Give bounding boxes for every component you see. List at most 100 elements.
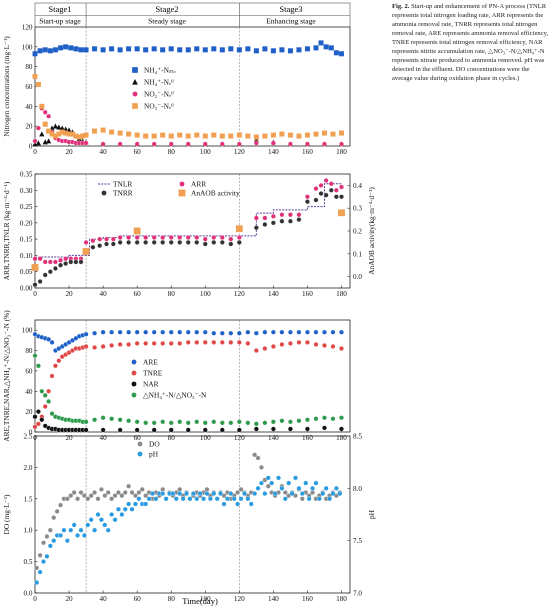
data-point — [236, 427, 242, 433]
data-point — [270, 213, 276, 219]
data-point — [253, 215, 259, 221]
y-tick-label: 1.0 — [24, 527, 33, 535]
data-point — [296, 217, 302, 223]
data-point — [204, 491, 210, 497]
x-tick-label: 160 — [302, 595, 313, 603]
data-point — [241, 491, 247, 497]
data-point — [339, 426, 344, 432]
data-point — [177, 340, 183, 346]
data-point — [235, 501, 241, 507]
data-point — [177, 132, 183, 138]
data-point — [339, 184, 344, 190]
x-tick-label: 120 — [234, 595, 245, 603]
legend-label: △NH₄⁺-N/△NO₃⁻-N — [143, 391, 207, 400]
data-point — [117, 329, 123, 335]
data-point — [81, 532, 87, 538]
data-point — [177, 329, 183, 335]
data-point — [44, 534, 50, 539]
data-point — [170, 491, 176, 497]
data-point — [258, 464, 264, 470]
data-point — [194, 329, 200, 335]
data-point — [296, 47, 302, 53]
data-point — [32, 282, 38, 288]
data-point — [270, 220, 276, 226]
data-point — [270, 329, 276, 335]
data-point — [202, 329, 208, 335]
data-point — [320, 491, 326, 497]
series-tnre — [32, 339, 344, 430]
x-tick-label: 60 — [134, 148, 142, 156]
data-point — [151, 235, 157, 240]
data-point — [34, 580, 40, 586]
data-point — [168, 420, 174, 426]
data-point — [160, 419, 166, 425]
data-point — [228, 46, 234, 52]
data-point — [35, 363, 41, 369]
data-point — [47, 269, 53, 275]
series-tnlr — [35, 183, 342, 258]
x-tick-label: 100 — [200, 595, 211, 603]
data-point — [265, 483, 271, 489]
data-point — [32, 74, 38, 80]
stage2-title: Stage2 — [155, 4, 178, 14]
data-point — [32, 353, 38, 359]
data-point — [143, 340, 149, 346]
data-point — [83, 132, 89, 138]
panel-b: 0 20 40 60 80 100 120 140 160 180 0.00 0.05 0.10 0.15… — [2, 171, 376, 299]
legend-label: AnAOB activity — [191, 189, 240, 198]
x-tick-label: 160 — [302, 434, 313, 442]
data-point — [42, 47, 48, 53]
data-point — [299, 496, 305, 502]
data-point — [202, 241, 208, 247]
data-point — [207, 496, 213, 502]
data-point — [304, 194, 310, 200]
x-tick-label: 100 — [200, 290, 211, 298]
data-point — [83, 419, 89, 425]
stage3-title: Stage3 — [279, 4, 302, 14]
data-point — [228, 236, 234, 242]
data-point — [328, 187, 334, 193]
caption-text: Start-up and enhancement of PN-A process… — [392, 3, 549, 83]
y-right-tick-label: 7.0 — [353, 590, 362, 598]
data-point — [228, 339, 234, 345]
data-point — [328, 45, 334, 51]
data-point — [272, 491, 278, 497]
data-point — [286, 480, 292, 486]
data-point — [185, 47, 191, 53]
data-point — [49, 339, 55, 345]
x-tick-label: 20 — [65, 148, 73, 156]
legend-label: TNRR — [113, 189, 133, 198]
legend-item: TNLR — [98, 180, 132, 189]
data-point — [41, 540, 46, 546]
data-point — [330, 416, 336, 422]
data-point — [78, 490, 84, 495]
data-point — [44, 553, 50, 559]
y-right-axis-title: AnAOB activity(kg·m⁻³·d⁻¹) — [367, 187, 376, 275]
data-point — [95, 512, 101, 517]
data-point — [313, 131, 319, 137]
data-point — [211, 491, 217, 497]
data-point — [168, 427, 174, 433]
data-point — [56, 124, 62, 130]
data-point — [37, 569, 43, 575]
y-tick-label: 1.5 — [24, 495, 33, 503]
data-point — [313, 45, 319, 51]
data-point — [219, 330, 225, 336]
data-point — [318, 182, 324, 188]
data-point — [327, 496, 333, 502]
x-tick-label: 180 — [336, 434, 347, 442]
data-point — [333, 50, 339, 56]
data-point — [168, 340, 174, 346]
data-point — [177, 491, 183, 497]
data-point — [97, 236, 103, 242]
data-point — [83, 343, 89, 349]
data-point — [68, 493, 74, 499]
data-point — [56, 358, 62, 364]
data-point — [134, 340, 140, 346]
data-point — [78, 259, 84, 265]
panel-c: 0 20 40 60 80 100 120 140 160 180020406080100ARE,… — [2, 310, 351, 442]
data-point — [35, 125, 41, 131]
stage2-desc: Steady stage — [148, 17, 186, 26]
data-point — [253, 48, 259, 54]
